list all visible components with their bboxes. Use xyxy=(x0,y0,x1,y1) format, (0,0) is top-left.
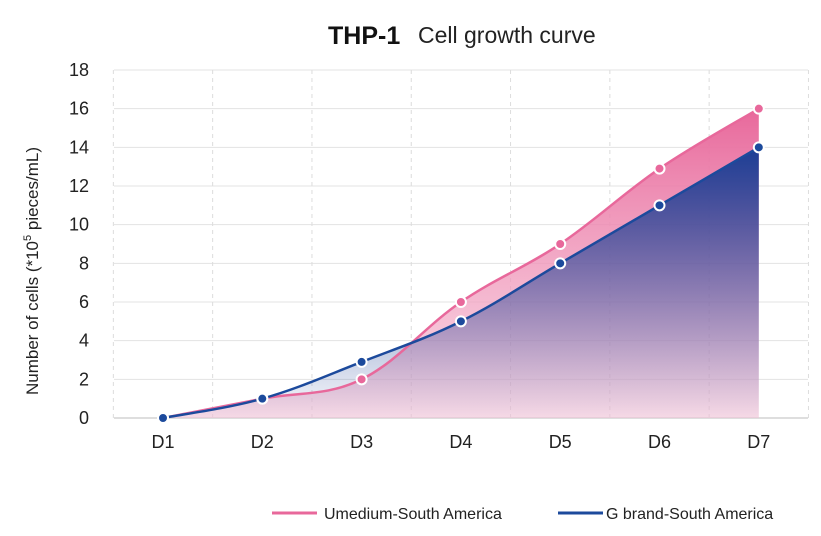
x-tick-label: D1 xyxy=(151,432,174,452)
data-point-umedium xyxy=(653,162,666,175)
area-fill-g-brand xyxy=(163,147,759,419)
y-axis-label: Number of cells (*105 pieces/mL) xyxy=(22,147,42,395)
y-axis-ticks: 0 2 4 6 8 10 12 14 16 18 xyxy=(69,60,89,428)
data-point-g-brand xyxy=(256,392,269,405)
legend-label-umedium: Umedium-South America xyxy=(324,506,502,523)
data-point-g-brand xyxy=(752,141,765,154)
data-point-umedium xyxy=(454,296,467,308)
data-point-g-brand xyxy=(454,315,467,328)
chart-title: THP-1 Cell growth curve xyxy=(328,22,596,50)
x-tick-label: D2 xyxy=(251,432,274,452)
y-axis-label-main: Number of cells (*10 xyxy=(23,241,42,395)
data-point-g-brand xyxy=(554,257,567,270)
y-tick-label: 8 xyxy=(79,253,89,273)
chart-subtitle: Cell growth curve xyxy=(418,22,596,48)
data-point-umedium xyxy=(355,373,368,386)
y-tick-label: 14 xyxy=(69,137,89,157)
y-tick-label: 18 xyxy=(69,60,89,80)
area-fills xyxy=(163,108,759,419)
y-tick-label: 4 xyxy=(79,331,89,351)
data-point-g-brand xyxy=(157,412,169,424)
legend-label-g-brand: G brand-South America xyxy=(606,506,773,523)
data-point-g-brand xyxy=(653,199,666,212)
x-tick-label: D5 xyxy=(549,432,572,452)
x-tick-label: D4 xyxy=(449,432,472,452)
data-point-g-brand xyxy=(355,355,368,368)
chart-title-main: THP-1 xyxy=(328,22,400,50)
y-tick-label: 16 xyxy=(69,99,89,119)
y-axis-label-exponent: 5 xyxy=(22,235,34,241)
data-point-umedium xyxy=(752,102,765,115)
x-tick-label: D3 xyxy=(350,432,373,452)
y-tick-label: 6 xyxy=(79,292,89,312)
y-axis-label-suffix: pieces/mL) xyxy=(23,147,42,235)
y-tick-label: 12 xyxy=(69,176,89,196)
series-points xyxy=(157,102,765,424)
legend: Umedium-South America G brand-South Ameri… xyxy=(272,506,773,523)
y-tick-label: 0 xyxy=(79,408,89,428)
data-point-umedium xyxy=(554,238,567,250)
x-tick-label: D7 xyxy=(747,432,770,452)
x-axis-ticks: D1 D2 D3 D4 D5 D6 D7 xyxy=(151,432,770,452)
x-tick-label: D6 xyxy=(648,432,671,452)
y-tick-label: 2 xyxy=(79,369,89,389)
y-tick-label: 10 xyxy=(69,215,89,235)
